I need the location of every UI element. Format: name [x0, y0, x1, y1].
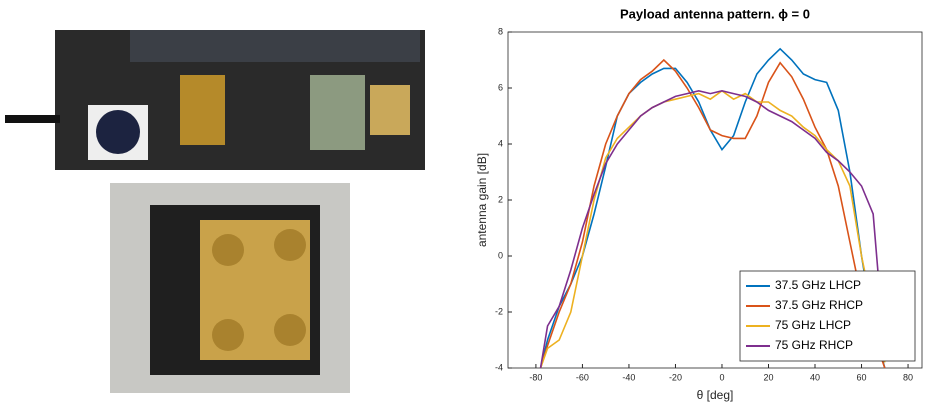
x-tick-label: -60	[576, 372, 589, 382]
legend-label: 37.5 GHz RHCP	[775, 298, 863, 312]
satellite-photo	[5, 30, 425, 170]
y-tick-label: -4	[495, 362, 503, 372]
y-axis-label: antenna gain [dB]	[475, 153, 489, 247]
x-tick-label: 0	[719, 372, 724, 382]
legend-label: 75 GHz LHCP	[775, 318, 851, 332]
series-line	[539, 89, 886, 368]
x-tick-label: 20	[763, 372, 773, 382]
y-tick-label: 6	[498, 82, 503, 92]
x-tick-label: 80	[903, 372, 913, 382]
x-tick-label: 60	[857, 372, 867, 382]
y-tick-label: 2	[498, 194, 503, 204]
x-tick-label: -20	[669, 372, 682, 382]
x-tick-label: -40	[622, 372, 635, 382]
y-tick-label: 8	[498, 26, 503, 36]
x-tick-label: -80	[529, 372, 542, 382]
chart-title: Payload antenna pattern. ϕ = 0	[620, 6, 810, 21]
x-tick-label: 40	[810, 372, 820, 382]
y-tick-label: 4	[498, 138, 503, 148]
legend-label: 75 GHz RHCP	[775, 338, 853, 352]
cubesat-photo	[110, 183, 350, 393]
x-axis-label: θ [deg]	[697, 388, 734, 402]
legend-label: 37.5 GHz LHCP	[775, 278, 861, 292]
y-tick-label: 0	[498, 250, 503, 260]
series-line	[539, 89, 886, 368]
y-tick-label: -2	[495, 306, 503, 316]
